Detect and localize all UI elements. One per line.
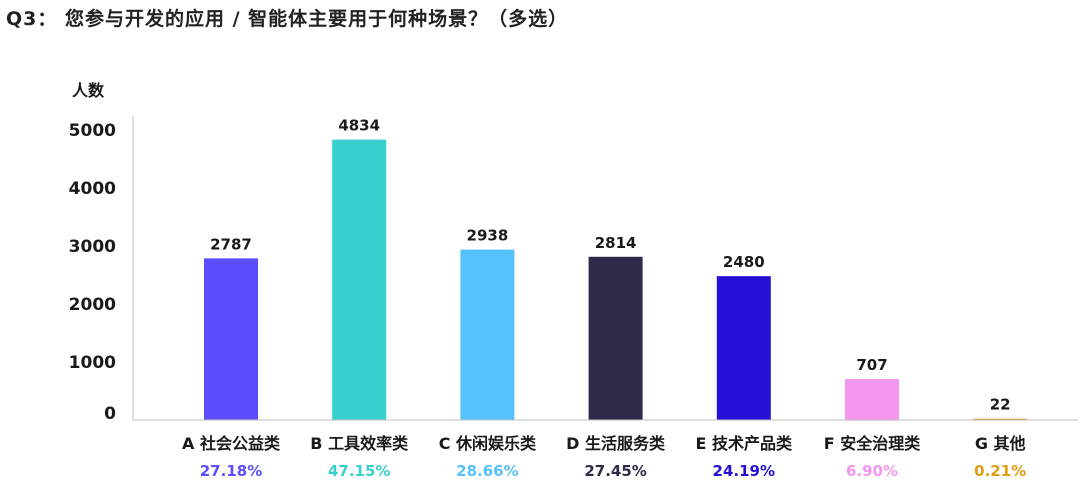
percentage-label: 47.15% (328, 462, 390, 480)
data-label: 4834 (338, 117, 380, 135)
y-tick-label: 2000 (69, 295, 116, 315)
bar (973, 418, 1028, 420)
percentage-label: 27.18% (200, 462, 262, 480)
page-title: Q3： 您参与开发的应用 / 智能体主要用于何种场景？（多选） (6, 8, 569, 30)
data-label: 2814 (595, 234, 637, 252)
percentage-label: 0.21% (974, 462, 1026, 480)
y-axis-label: 人数 (72, 81, 105, 100)
category-label: G 其他 (975, 434, 1026, 453)
bar (460, 249, 515, 420)
category-label: D 生活服务类 (566, 434, 666, 453)
data-label: 22 (990, 396, 1011, 414)
y-tick-label: 0 (104, 404, 116, 424)
y-tick-label: 5000 (69, 121, 116, 141)
bar (588, 256, 643, 420)
bar (204, 258, 258, 420)
category-label: F 安全治理类 (824, 434, 922, 453)
category-label: B 工具效率类 (310, 434, 409, 453)
percentage-label: 28.66% (456, 462, 518, 480)
data-label: 2480 (723, 253, 765, 271)
data-label: 2787 (210, 235, 252, 253)
y-tick-label: 4000 (69, 179, 116, 199)
bar (845, 378, 899, 420)
bars: 2787 A 社会公益类 27.18% 4834 B 工具效率类 47.15% 2938 C … (182, 117, 1028, 480)
y-axis: 0 1000 2000 3000 4000 5000 (69, 121, 116, 424)
category-label: E 技术产品类 (696, 434, 794, 453)
data-label: 2938 (467, 227, 509, 245)
category-label: A 社会公益类 (182, 434, 281, 453)
category-label: C 休闲娱乐类 (439, 434, 537, 453)
bar (716, 276, 771, 420)
y-tick-label: 1000 (69, 353, 116, 373)
percentage-label: 24.19% (713, 462, 775, 480)
y-tick-label: 3000 (69, 237, 116, 257)
percentage-label: 6.90% (846, 462, 898, 480)
percentage-label: 27.45% (584, 462, 646, 480)
data-label: 707 (856, 356, 887, 374)
bar (332, 139, 387, 421)
